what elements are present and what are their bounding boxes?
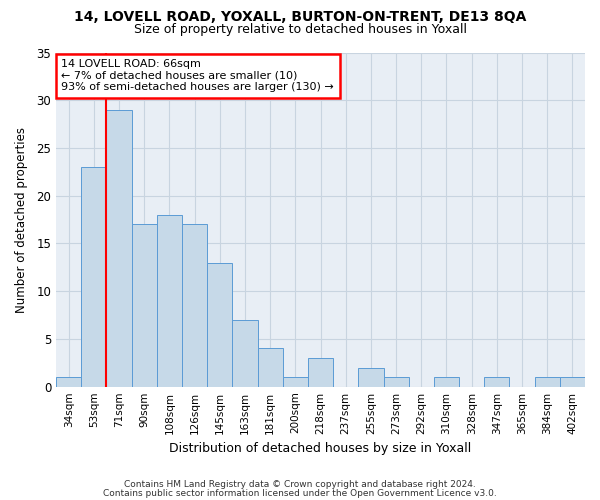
Bar (106, 110, 131, 386)
Bar (383, 377, 409, 386)
Bar (257, 348, 283, 387)
Bar (434, 377, 459, 386)
Bar (157, 215, 182, 386)
Bar (56, 377, 81, 386)
Bar (484, 377, 509, 386)
Bar (81, 167, 106, 386)
Bar (358, 368, 383, 386)
Text: Contains HM Land Registry data © Crown copyright and database right 2024.: Contains HM Land Registry data © Crown c… (124, 480, 476, 489)
Bar (207, 262, 232, 386)
Text: 14 LOVELL ROAD: 66sqm
← 7% of detached houses are smaller (10)
93% of semi-detac: 14 LOVELL ROAD: 66sqm ← 7% of detached h… (61, 59, 334, 92)
Bar (535, 377, 560, 386)
Y-axis label: Number of detached properties: Number of detached properties (15, 126, 28, 312)
X-axis label: Distribution of detached houses by size in Yoxall: Distribution of detached houses by size … (169, 442, 472, 455)
Bar (182, 224, 207, 386)
Bar (131, 224, 157, 386)
Text: Contains public sector information licensed under the Open Government Licence v3: Contains public sector information licen… (103, 489, 497, 498)
Text: Size of property relative to detached houses in Yoxall: Size of property relative to detached ho… (133, 22, 467, 36)
Bar (308, 358, 333, 386)
Text: 14, LOVELL ROAD, YOXALL, BURTON-ON-TRENT, DE13 8QA: 14, LOVELL ROAD, YOXALL, BURTON-ON-TRENT… (74, 10, 526, 24)
Bar (283, 377, 308, 386)
Bar (560, 377, 585, 386)
Bar (232, 320, 257, 386)
